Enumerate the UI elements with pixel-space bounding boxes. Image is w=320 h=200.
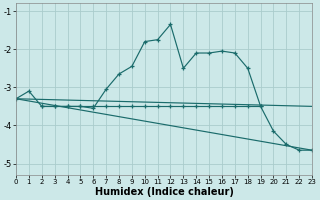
X-axis label: Humidex (Indice chaleur): Humidex (Indice chaleur)	[95, 187, 234, 197]
